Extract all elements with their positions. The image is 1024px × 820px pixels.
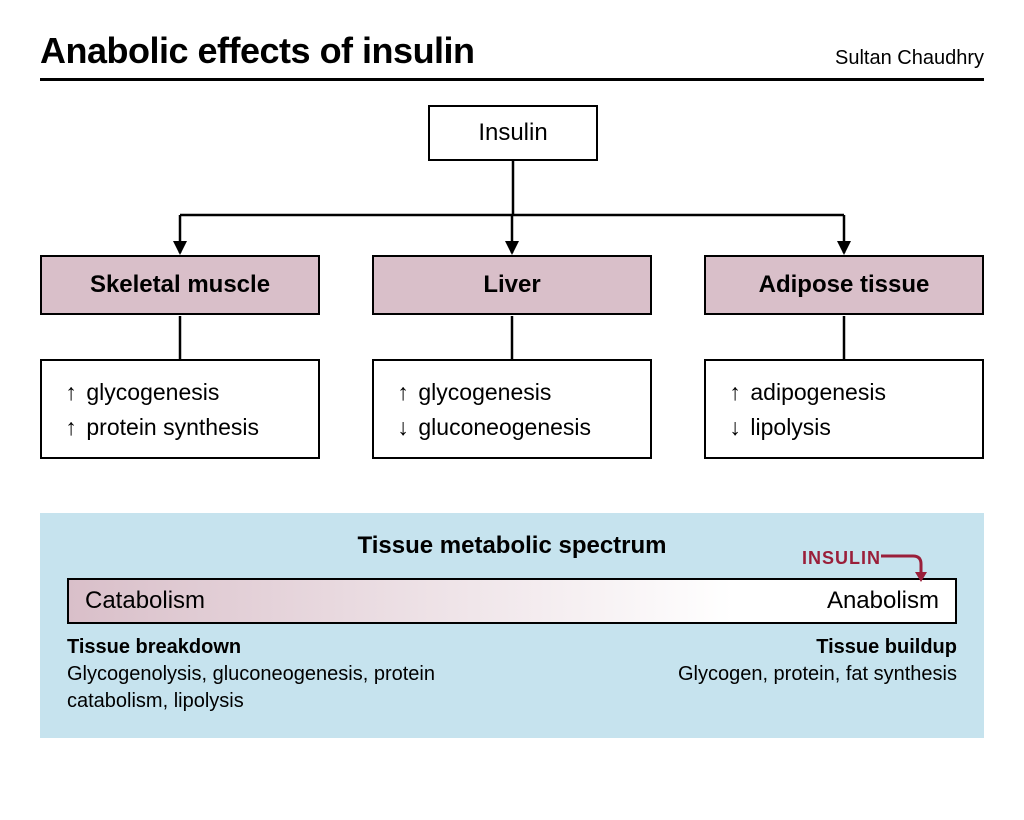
page-title: Anabolic effects of insulin [40,30,475,72]
anabolism-heading: Tissue buildup [678,636,957,659]
arrow-down-icon: ↓ [394,410,412,445]
catabolism-text: Glycogenolysis, gluconeogenesis, protein… [67,661,476,715]
flowchart: InsulinSkeletal muscle↑ glycogenesis↑ pr… [40,105,984,505]
spectrum-right-label: Anabolism [827,587,939,615]
header: Anabolic effects of insulin Sultan Chaud… [40,30,984,81]
catabolism-heading: Tissue breakdown [67,636,476,659]
effect-line: ↓ lipolysis [726,410,962,445]
spectrum-left-label: Catabolism [85,587,205,615]
arrow-up-icon: ↑ [62,410,80,445]
spectrum-bar: Catabolism Anabolism INSULIN [67,578,957,624]
arrow-up-icon: ↑ [62,375,80,410]
tissue-node: Liver [372,255,652,315]
anabolism-text: Glycogen, protein, fat synthesis [678,661,957,688]
tissue-node: Skeletal muscle [40,255,320,315]
effect-text: glycogenesis [412,379,551,405]
tissue-node: Adipose tissue [704,255,984,315]
effect-text: gluconeogenesis [412,414,591,440]
anabolism-column: Tissue buildup Glycogen, protein, fat sy… [678,636,957,715]
effect-line: ↑ protein synthesis [62,410,298,445]
arrow-up-icon: ↑ [394,375,412,410]
spectrum-panel: Tissue metabolic spectrum Catabolism Ana… [40,513,984,738]
effects-box: ↑ adipogenesis↓ lipolysis [704,359,984,459]
effects-box: ↑ glycogenesis↑ protein synthesis [40,359,320,459]
effects-box: ↑ glycogenesis↓ gluconeogenesis [372,359,652,459]
author-name: Sultan Chaudhry [835,47,984,72]
insulin-arrow-icon [881,548,929,582]
effect-line: ↓ gluconeogenesis [394,410,630,445]
effect-line: ↑ adipogenesis [726,375,962,410]
insulin-pointer-label: INSULIN [802,548,881,569]
catabolism-column: Tissue breakdown Glycogenolysis, glucone… [67,636,476,715]
effect-text: glycogenesis [80,379,219,405]
root-node: Insulin [428,105,598,161]
effect-text: lipolysis [744,414,831,440]
effect-line: ↑ glycogenesis [394,375,630,410]
arrow-down-icon: ↓ [726,410,744,445]
spectrum-footer: Tissue breakdown Glycogenolysis, glucone… [67,636,957,715]
effect-text: protein synthesis [80,414,259,440]
arrow-up-icon: ↑ [726,375,744,410]
effect-text: adipogenesis [744,379,886,405]
effect-line: ↑ glycogenesis [62,375,298,410]
